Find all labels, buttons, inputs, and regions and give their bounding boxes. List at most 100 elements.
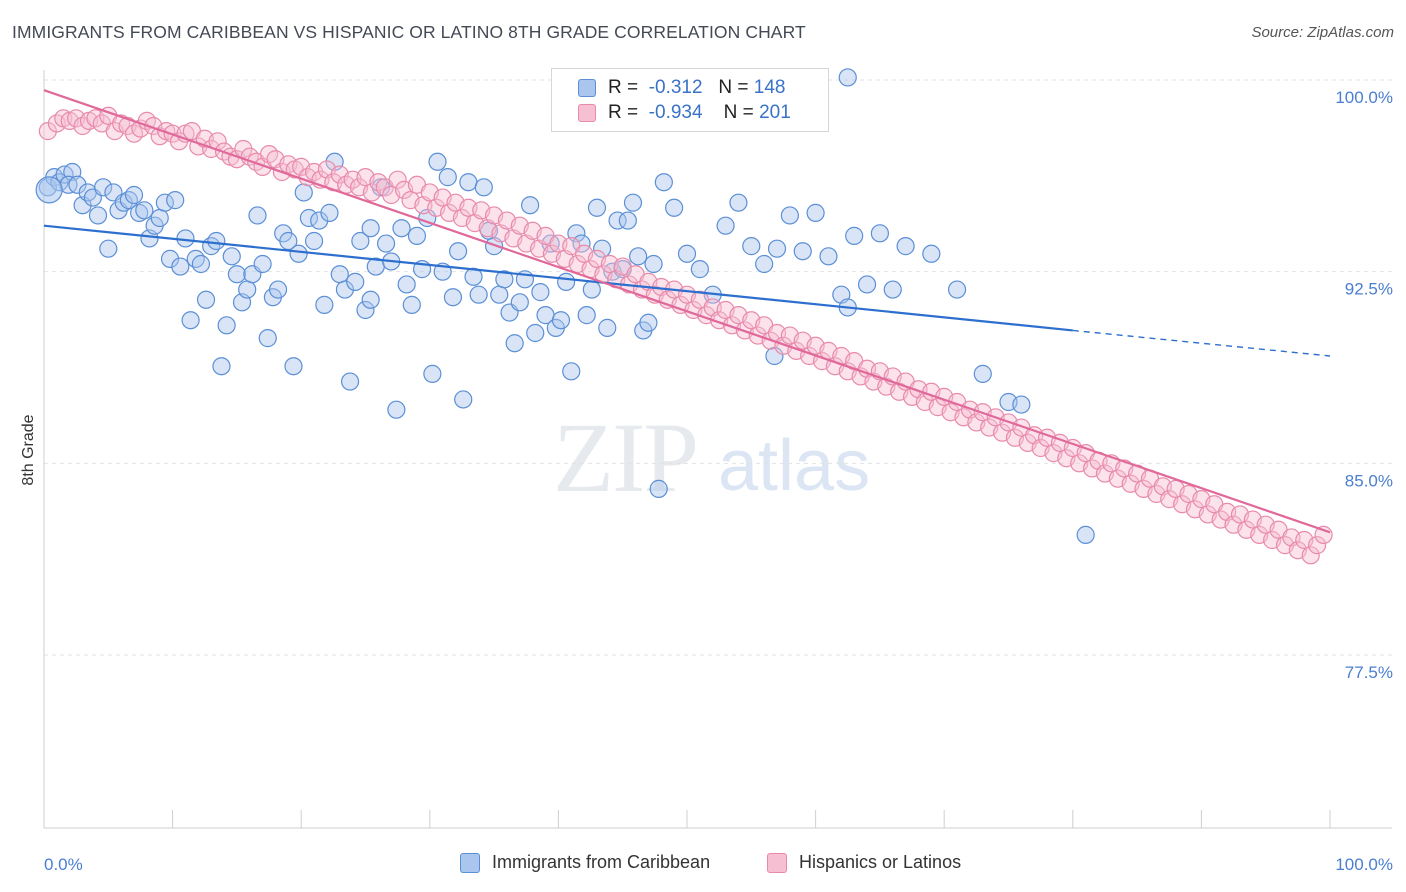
caribbean-point (883, 280, 902, 299)
caribbean-point (284, 357, 303, 376)
legend-n-value-hispanic: 201 (759, 102, 791, 123)
caribbean-point (464, 267, 483, 286)
caribbean-point (222, 247, 241, 266)
caribbean-point (838, 68, 857, 87)
caribbean-point (356, 300, 375, 320)
legend-row-hispanic: R = -0.934 N = 201 (578, 101, 791, 125)
caribbean-point (35, 176, 63, 204)
caribbean-point (639, 313, 658, 332)
caribbean-point (870, 224, 890, 243)
caribbean-point (212, 357, 231, 376)
chart-source: Source: ZipAtlas.com (1251, 24, 1394, 41)
caribbean-point (947, 280, 967, 299)
caribbean-point (289, 244, 308, 263)
caribbean-point (562, 362, 581, 381)
caribbean-point (68, 175, 87, 194)
caribbean-point (521, 196, 540, 215)
caribbean-point (629, 247, 648, 266)
bottom-legend-swatch-blue (460, 852, 480, 873)
caribbean-point (227, 265, 246, 284)
hispanic-point (1301, 546, 1320, 565)
caribbean-point (767, 239, 787, 258)
y-tick-label: 77.5% (1345, 663, 1393, 682)
caribbean-point (361, 219, 380, 238)
axis-labels: 100.0% 92.5% 85.0% 77.5% 0.0% 100.0% 8th Grade (20, 88, 1393, 874)
bottom-legend-label-hispanic: Hispanics or Latinos (799, 852, 962, 872)
legend-r-value-hispanic: -0.934 (648, 102, 703, 123)
caribbean-point (582, 280, 601, 299)
caribbean-point (490, 285, 509, 304)
caribbean-point (677, 244, 697, 263)
caribbean-point (623, 193, 643, 212)
caribbean-point (654, 173, 673, 192)
caribbean-point (973, 364, 992, 383)
gridlines (44, 79, 1395, 656)
caribbean-point (181, 311, 200, 330)
series-caribbean-points (35, 68, 1095, 544)
caribbean-point (793, 242, 812, 261)
y-tick-label: 85.0% (1345, 471, 1393, 490)
caribbean-point (644, 254, 663, 274)
caribbean-point (531, 283, 550, 302)
caribbean-point (454, 390, 473, 409)
caribbean-point (551, 311, 571, 330)
caribbean-point (649, 479, 668, 498)
caribbean-point (124, 185, 144, 205)
caribbean-point (330, 265, 349, 284)
caribbean-point (160, 249, 180, 268)
caribbean-point (315, 295, 334, 314)
caribbean-point (135, 201, 154, 220)
caribbean-point (310, 211, 329, 230)
y-axis-label: 8th Grade (20, 414, 37, 485)
caribbean-point (819, 247, 838, 266)
caribbean-point (922, 244, 941, 263)
caribbean-point (765, 346, 784, 366)
caribbean-point (510, 293, 529, 312)
legend-n-label: N = (718, 77, 749, 98)
caribbean-point (1012, 395, 1031, 414)
legend-swatch-pink (578, 104, 596, 122)
caribbean-point (587, 198, 607, 217)
caribbean-point (896, 237, 915, 256)
hispanic-point (1308, 536, 1327, 555)
legend-swatch-blue (578, 79, 596, 97)
y-tick-label: 100.0% (1335, 88, 1393, 107)
caribbean-point (361, 290, 380, 309)
caribbean-point (340, 372, 360, 391)
correlation-legend: R = -0.312 N = 148 R = -0.934 N = 201 (551, 68, 829, 132)
caribbean-point (376, 234, 396, 253)
caribbean-point (716, 216, 735, 235)
caribbean-point (253, 254, 272, 274)
caribbean-point (729, 193, 748, 212)
bottom-legend-swatch-pink (767, 852, 787, 873)
caribbean-point (423, 364, 442, 383)
trend-line-caribbean (43, 224, 1073, 332)
series-hispanic-points (38, 106, 1333, 565)
legend-r-label: R = (608, 102, 639, 123)
caribbean-point (557, 272, 576, 291)
y-tick-label: 92.5% (1345, 280, 1393, 299)
caribbean-point (402, 295, 421, 314)
caribbean-point (346, 272, 365, 291)
caribbean-point (166, 191, 185, 210)
legend-n-value-caribbean: 148 (753, 77, 786, 98)
caribbean-point (428, 152, 447, 171)
caribbean-point (505, 334, 524, 353)
caribbean-point (88, 206, 108, 225)
hispanic-point (388, 170, 407, 189)
caribbean-point (351, 231, 370, 251)
caribbean-point (268, 280, 288, 299)
caribbean-point (443, 288, 463, 307)
caribbean-point (1076, 525, 1095, 544)
legend-n-label: N = (723, 102, 754, 123)
trend-line-caribbean-extension (1072, 329, 1331, 357)
chart-title: IMMIGRANTS FROM CARIBBEAN VS HISPANIC OR… (12, 22, 806, 42)
watermark-atlas: atlas (718, 426, 871, 506)
caribbean-point (593, 239, 612, 258)
caribbean-point (407, 226, 427, 245)
caribbean-point (845, 226, 864, 245)
caribbean-point (207, 231, 226, 251)
caribbean-point (742, 237, 761, 256)
caribbean-point (119, 191, 138, 210)
